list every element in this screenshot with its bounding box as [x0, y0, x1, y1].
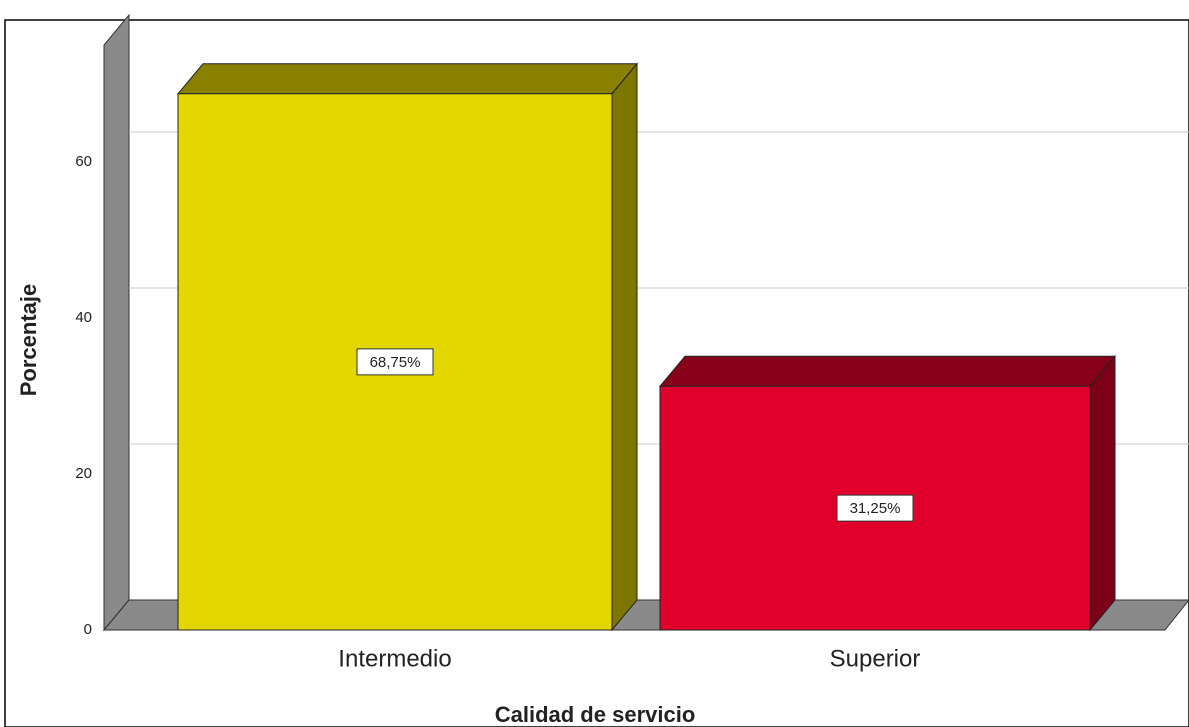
bar-top — [176, 63, 639, 95]
value-label-box — [836, 494, 914, 522]
y-tick-label: 20 — [75, 465, 92, 482]
bar-side — [611, 62, 638, 632]
x-tick-label: Superior — [830, 645, 921, 672]
y-tick-label: 0 — [84, 621, 92, 638]
y-tick-label: 60 — [75, 153, 92, 170]
bar — [177, 93, 613, 631]
left-wall — [103, 13, 130, 632]
y-axis-title: Porcentaje — [16, 284, 41, 397]
x-tick-label: Intermedio — [338, 645, 451, 672]
x-axis-title: Calidad de servicio — [495, 702, 696, 727]
bar-top — [658, 355, 1117, 387]
value-label: 31,25% — [850, 500, 901, 517]
value-label: 68,75% — [370, 354, 421, 371]
y-tick-label: 40 — [75, 309, 92, 326]
bar-side — [1089, 354, 1116, 632]
value-label-box — [356, 348, 434, 376]
